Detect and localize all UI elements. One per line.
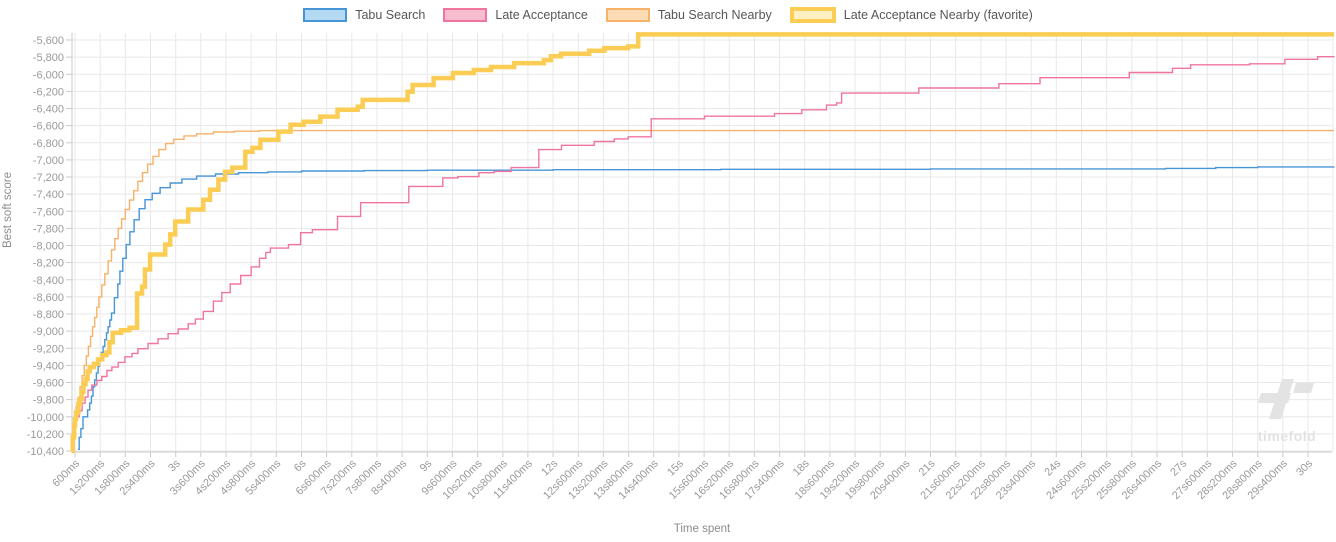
x-tick-label: 6s (292, 457, 309, 474)
x-axis-title: Time spent (673, 523, 731, 535)
y-tick-label: -10,200 (27, 429, 64, 441)
y-tick-label: -7,600 (33, 206, 64, 218)
y-tick-label: -6,200 (33, 86, 64, 98)
y-tick-label: -7,400 (33, 189, 64, 201)
x-tick-label: 24s (1042, 457, 1063, 478)
series-line-late-acceptance-nearby (70, 32, 1334, 454)
x-tick-label: 27s (1168, 457, 1189, 478)
y-tick-label: -9,000 (33, 326, 64, 338)
legend-label: Tabu Search (355, 8, 426, 22)
y-tick-label: -6,400 (33, 104, 64, 116)
y-tick-label: -7,800 (33, 223, 64, 235)
y-tick-label: -8,000 (33, 241, 64, 253)
y-tick-label: -10,400 (27, 446, 64, 458)
x-tick-label: 9s (418, 457, 435, 474)
watermark: timefold (1252, 377, 1322, 444)
legend-swatch-late-acceptance-nearby (789, 7, 836, 23)
x-tick-label: 18s (791, 457, 812, 478)
series-line-tabu-search-nearby (72, 129, 1334, 450)
legend-swatch-tabu-search-nearby (605, 8, 650, 22)
legend-item-tabu-search-nearby[interactable]: Tabu Search Nearby (605, 8, 772, 22)
y-tick-label: -8,600 (33, 292, 64, 304)
y-tick-label: -8,200 (33, 258, 64, 270)
y-tick-label: -10,000 (27, 412, 64, 424)
y-tick-label: -5,600 (33, 35, 64, 47)
y-tick-label: -6,800 (33, 138, 64, 150)
legend-swatch-late-acceptance (443, 8, 488, 22)
x-tick-label: 30s (1294, 457, 1315, 478)
y-tick-label: -8,800 (33, 309, 64, 321)
legend-item-late-acceptance-nearby[interactable]: Late Acceptance Nearby (favorite) (789, 7, 1033, 23)
x-tick-label: 12s (539, 457, 560, 478)
legend-swatch-tabu-search (303, 8, 348, 22)
y-tick-label: -6,600 (33, 121, 64, 133)
legend-item-tabu-search[interactable]: Tabu Search (303, 8, 425, 22)
y-axis-title: Best soft score (2, 171, 14, 249)
y-tick-label: -9,600 (33, 378, 64, 390)
x-tick-label: 15s (665, 457, 686, 478)
legend-label: Late Acceptance Nearby (favorite) (843, 8, 1033, 22)
timefold-logo-icon (1258, 379, 1314, 419)
watermark-text: timefold (1257, 428, 1317, 444)
y-tick-label: -9,800 (33, 395, 64, 407)
legend-item-late-acceptance[interactable]: Late Acceptance (443, 8, 588, 22)
legend-label: Tabu Search Nearby (657, 8, 772, 22)
legend-label: Late Acceptance (495, 8, 588, 22)
y-tick-label: -8,400 (33, 275, 64, 287)
chart-legend: Tabu Search Late Acceptance Tabu Search Ne… (0, 7, 1336, 23)
y-tick-label: -7,000 (33, 155, 64, 167)
series-line-tabu-search (77, 166, 1335, 450)
y-tick-label: -7,200 (33, 172, 64, 184)
y-tick-label: -5,800 (33, 52, 64, 64)
y-tick-label: -6,000 (33, 69, 64, 81)
series-line-late-acceptance (72, 56, 1335, 448)
x-tick-label: 3s (166, 457, 183, 474)
x-tick-label: 21s (917, 457, 938, 478)
y-tick-label: -9,400 (33, 360, 64, 372)
y-tick-label: -9,200 (33, 343, 64, 355)
